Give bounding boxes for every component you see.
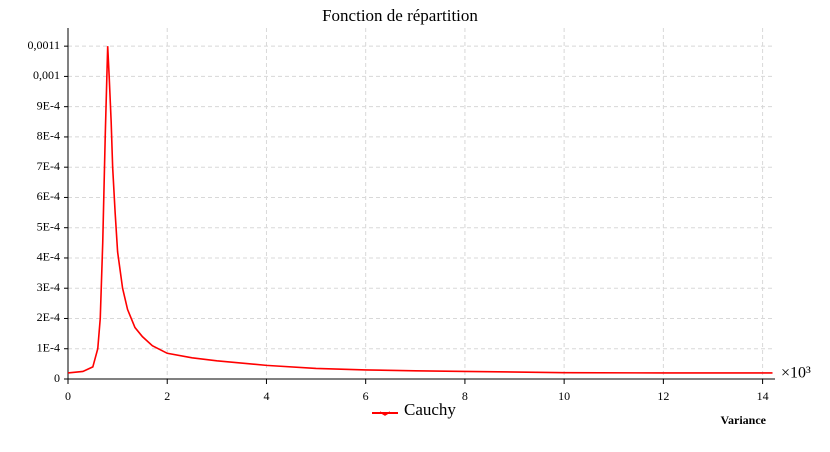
x-multiplier: ×10³ bbox=[781, 365, 811, 382]
y-tick-label: 9E-4 bbox=[37, 98, 60, 112]
legend-marker bbox=[379, 411, 391, 416]
y-tick-label: 0 bbox=[54, 371, 60, 385]
y-tick-label: 0,0011 bbox=[27, 38, 60, 52]
x-tick-label: 14 bbox=[757, 389, 769, 403]
y-tick-label: 2E-4 bbox=[37, 310, 60, 324]
y-tick-label: 1E-4 bbox=[37, 340, 60, 354]
x-axis-label: Variance bbox=[720, 413, 766, 427]
legend-label: Cauchy bbox=[404, 400, 456, 419]
y-tick-label: 6E-4 bbox=[37, 189, 60, 203]
x-tick-label: 0 bbox=[65, 389, 71, 403]
x-tick-label: 4 bbox=[263, 389, 269, 403]
chart-title: Fonction de répartition bbox=[322, 6, 478, 25]
y-tick-label: 8E-4 bbox=[37, 129, 60, 143]
x-tick-label: 6 bbox=[363, 389, 369, 403]
y-tick-label: 3E-4 bbox=[37, 280, 60, 294]
data-line bbox=[67, 46, 773, 374]
x-tick-label: 8 bbox=[462, 389, 468, 403]
x-tick-label: 10 bbox=[558, 389, 570, 403]
x-tick-label: 2 bbox=[164, 389, 170, 403]
y-tick-label: 5E-4 bbox=[37, 219, 60, 233]
y-tick-label: 0,001 bbox=[33, 68, 60, 82]
y-tick-label: 7E-4 bbox=[37, 159, 60, 173]
x-tick-label: 12 bbox=[657, 389, 669, 403]
y-tick-label: 4E-4 bbox=[37, 250, 60, 264]
